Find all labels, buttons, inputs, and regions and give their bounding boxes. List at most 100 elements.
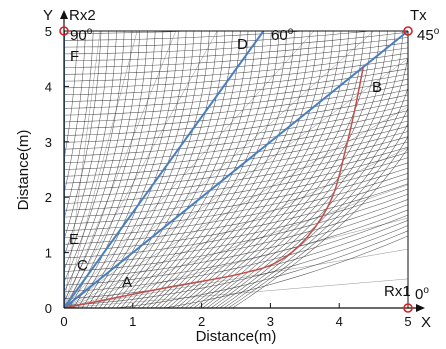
mesh-line: [64, 31, 102, 241]
mesh-line: [219, 107, 408, 308]
x-axis-letter: X: [421, 314, 431, 331]
mesh-line: [64, 183, 408, 252]
mesh-line: [116, 31, 241, 308]
x-tick-label: 4: [336, 314, 343, 329]
mesh-line: [198, 31, 388, 308]
label-tx: Tx: [410, 7, 427, 24]
mesh-line: [64, 209, 408, 286]
mesh-line: [64, 94, 408, 136]
mesh-line: [176, 31, 349, 308]
mesh-line: [64, 47, 408, 75]
marker-rx1: [403, 303, 413, 313]
angle-90: 90o: [70, 26, 93, 44]
angle-60: 60o: [271, 26, 294, 44]
y-tick-label: 0: [45, 301, 52, 316]
mesh-line: [64, 193, 408, 265]
label-rx1: Rx1: [384, 283, 411, 300]
mesh-line: [64, 11, 408, 26]
mesh-line: [64, 31, 140, 303]
x-tick-label: 0: [60, 314, 67, 329]
x-tick-label: 3: [267, 314, 274, 329]
point-letter-c: C: [77, 257, 88, 274]
point-letter-d: D: [237, 36, 248, 53]
mesh-line: [64, 120, 408, 170]
mesh-line: [64, 31, 148, 308]
mesh-line: [111, 31, 233, 308]
mesh-ray: [64, 31, 138, 308]
y-tick-label: 3: [45, 135, 52, 150]
ray-lines: [64, 31, 408, 308]
marker-tx: [403, 26, 413, 36]
x-axis-label: Distance(m): [196, 328, 277, 345]
mesh-line: [64, 84, 408, 123]
mesh-line: [64, 31, 199, 34]
mesh-line: [64, 152, 408, 211]
mesh-ray: [64, 31, 315, 308]
y-tick-label: 5: [45, 24, 52, 39]
mesh-line: [73, 31, 164, 308]
mesh-line: [64, 157, 408, 218]
mesh-line: [64, 78, 408, 116]
mesh-line: [64, 204, 408, 279]
point-letter-f: F: [70, 48, 79, 65]
mesh-line: [232, 147, 408, 308]
mesh-ray: [64, 31, 218, 308]
y-tick-label: 4: [45, 79, 52, 94]
blue-ray-b: [64, 31, 408, 308]
curvilinear-mesh: [64, 6, 408, 308]
red-trajectory-curve: [64, 66, 365, 308]
mesh-line: [64, 188, 408, 259]
x-tick-label: 1: [129, 314, 136, 329]
mesh-line: [162, 235, 408, 308]
mesh-ray: [64, 58, 408, 308]
mesh-line: [64, 6, 408, 20]
mesh-line: [167, 31, 334, 308]
mesh-line: [64, 52, 408, 82]
mesh-line: [64, 31, 109, 257]
mesh-line: [64, 58, 408, 89]
mesh-ray: [64, 31, 101, 308]
mesh-line: [64, 173, 408, 238]
point-letter-a: A: [122, 274, 132, 291]
angle-45: 45o: [417, 26, 440, 44]
mesh-line: [64, 31, 373, 48]
y-tick-label: 2: [45, 190, 52, 205]
mesh-line: [150, 31, 303, 308]
mesh-ray: [64, 278, 408, 308]
marker-rx2: [59, 26, 69, 36]
angle-0: 0o: [415, 285, 429, 303]
mesh-line: [189, 31, 373, 308]
x-axis-arrow: [416, 304, 425, 312]
mesh-line: [64, 136, 408, 191]
y-axis-arrow: [60, 10, 68, 19]
mesh-line: [68, 31, 156, 308]
mesh-line: [107, 31, 226, 308]
mesh-line: [64, 167, 408, 231]
mesh-line: [64, 73, 408, 109]
mesh-line: [64, 31, 408, 55]
mesh-line: [137, 31, 280, 308]
mesh-line: [64, 105, 408, 150]
mesh-line: [64, 110, 408, 157]
mesh-line: [64, 99, 408, 143]
mesh-line: [202, 31, 396, 308]
mesh-line: [133, 31, 272, 308]
mesh-ray: [64, 106, 408, 308]
mesh-ray: [64, 248, 408, 308]
mesh-line: [64, 31, 308, 41]
mesh-line: [64, 37, 408, 61]
mesh-line: [64, 141, 408, 197]
mesh-line: [193, 31, 380, 308]
mesh-line: [64, 63, 408, 95]
mesh-line: [64, 162, 408, 225]
mesh-line: [206, 31, 404, 308]
mesh-line: [120, 31, 249, 308]
mesh-line: [64, 42, 408, 68]
mesh-line: [64, 225, 408, 306]
mesh-line: [64, 31, 79, 162]
mesh-ray: [64, 31, 375, 308]
x-tick-label: 2: [198, 314, 205, 329]
mesh-line: [64, 31, 117, 271]
mesh-line: [99, 31, 210, 308]
